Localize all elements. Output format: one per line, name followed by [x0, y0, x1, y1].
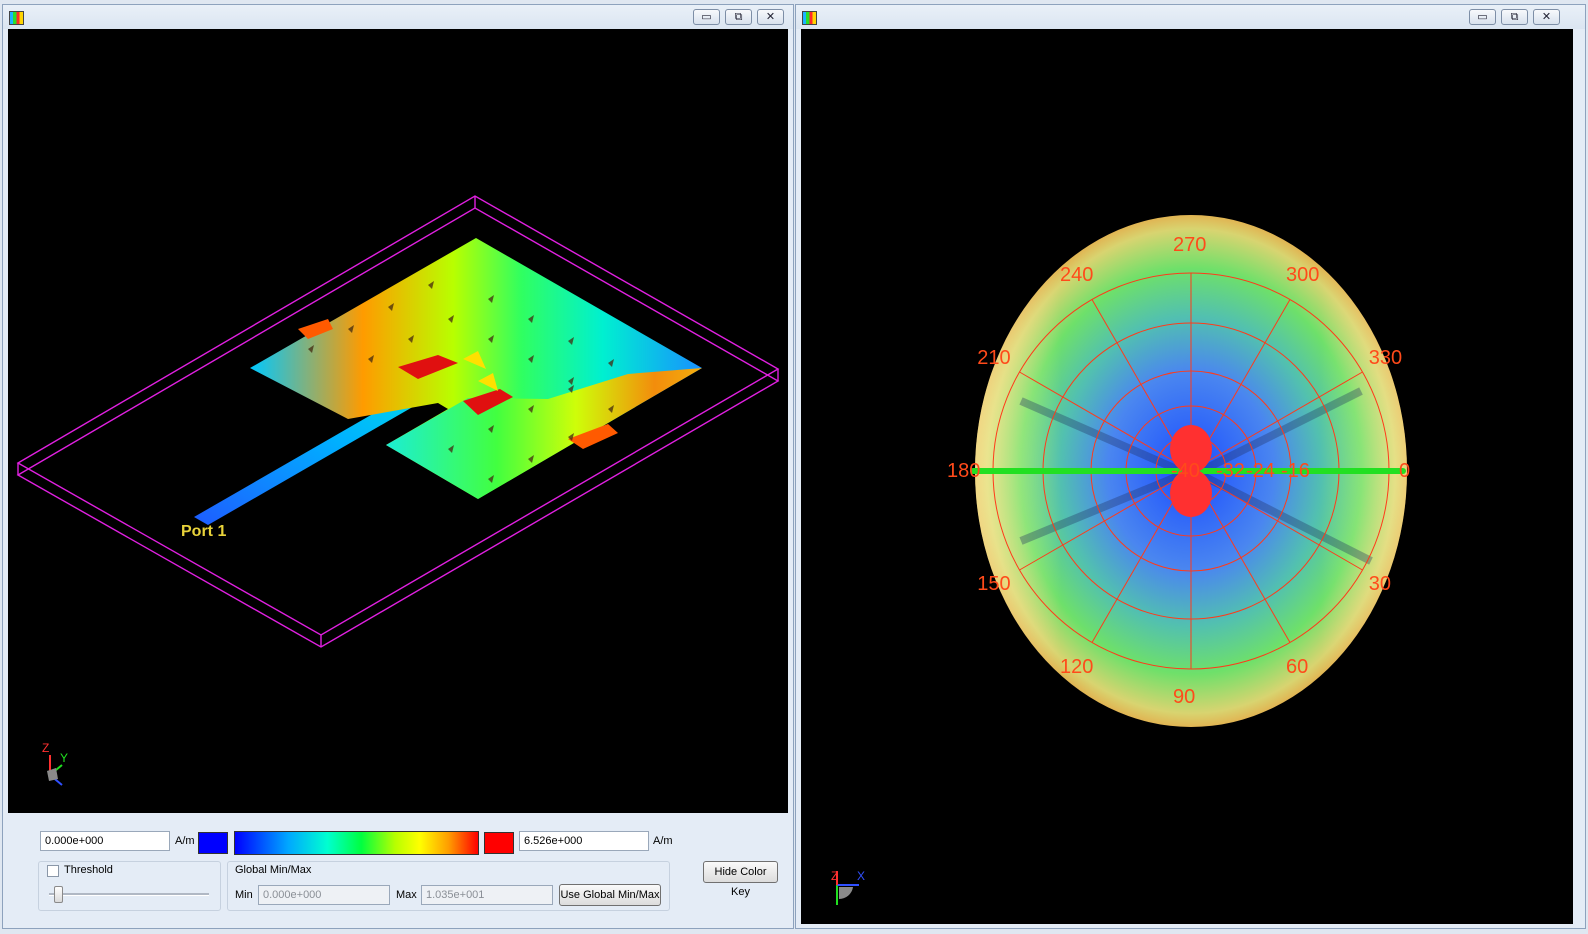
polar-angle-label: 90	[1173, 686, 1196, 708]
global-minmax-group: Global Min/Max Min 0.000e+000 Max 1.035e…	[227, 861, 670, 911]
max-unit-label: A/m	[653, 835, 673, 847]
current-distribution-window: ▭ ⧉ ✕	[2, 4, 794, 929]
color-min-field[interactable]: 0.000e+000	[40, 831, 170, 851]
global-minmax-title: Global Min/Max	[235, 864, 312, 876]
polar-angle-label: 30	[1368, 573, 1391, 595]
polar-spoke	[1190, 371, 1363, 472]
minimize-button[interactable]: ▭	[1469, 9, 1496, 25]
z-axis-label: Z	[42, 741, 50, 755]
hide-color-key-button[interactable]: Hide Color Key	[703, 861, 778, 898]
current-arrows	[308, 281, 614, 483]
threshold-checkbox[interactable]	[47, 865, 59, 877]
lobe-top	[1170, 425, 1212, 473]
global-max-field: 1.035e+001	[421, 885, 553, 905]
threshold-slider-thumb[interactable]	[54, 886, 63, 903]
radial-label: -16	[1281, 460, 1310, 482]
axis-triad: Z X	[831, 865, 871, 915]
polar-angle-label: 180	[947, 460, 981, 482]
polar-angle-label: 210	[977, 347, 1011, 369]
global-min-field: 0.000e+000	[258, 885, 390, 905]
app-icon	[802, 11, 817, 25]
polar-angle-label: 0	[1399, 460, 1411, 482]
threshold-group: Threshold	[38, 861, 221, 911]
polar-angle-label: 270	[1173, 234, 1207, 256]
polar-angle-label: 300	[1286, 264, 1320, 287]
polar-angle-label: 60	[1286, 655, 1309, 678]
radial-label: -32	[1216, 460, 1245, 482]
polar-spoke	[1190, 470, 1363, 571]
axis-triad: Z Y	[42, 741, 82, 791]
use-global-minmax-button[interactable]: Use Global Min/Max	[559, 884, 661, 906]
substrate-outline	[16, 195, 780, 648]
3d-viewport[interactable]: Port 1 Z Y	[8, 29, 788, 813]
lobe-bottom	[1170, 469, 1212, 517]
polar-angle-label: 120	[1060, 655, 1094, 678]
max-color-swatch[interactable]	[484, 832, 514, 854]
z-axis-label: Z	[831, 869, 839, 883]
min-unit-label: A/m	[175, 835, 195, 847]
axis-triad-icon	[836, 871, 859, 905]
polar-spoke	[1019, 371, 1192, 472]
3d-viewport[interactable]: 270 300 330 0 30 60 90 120 150 180 210 240 -32 -24 -16…	[801, 29, 1573, 924]
color-max-field[interactable]: 6.526e+000	[519, 831, 649, 851]
close-button[interactable]: ✕	[1533, 9, 1560, 25]
restore-button[interactable]: ⧉	[1501, 9, 1528, 25]
radial-label: -40	[1171, 460, 1200, 482]
color-key-panel: 0.000e+000 A/m 6.526e+000 A/m Threshold …	[8, 815, 788, 925]
minimize-button[interactable]: ▭	[693, 9, 720, 25]
title-bar: ▭ ⧉ ✕	[796, 5, 1585, 29]
x-axis-label: X	[857, 869, 866, 883]
current-hotspots	[298, 319, 618, 449]
threshold-slider-track[interactable]	[49, 893, 209, 896]
radial-label: -24	[1246, 460, 1275, 482]
app-icon	[9, 11, 24, 25]
axis-triad-icon	[47, 755, 63, 786]
polar-angle-label: 240	[1060, 264, 1094, 287]
restore-button[interactable]: ⧉	[725, 9, 752, 25]
polar-angle-label: 150	[977, 573, 1011, 595]
threshold-label: Threshold	[64, 864, 113, 876]
antenna-current-plot	[16, 195, 780, 648]
y-axis-label: Y	[60, 751, 69, 765]
port-label: Port 1	[181, 523, 227, 540]
title-bar: ▭ ⧉ ✕	[3, 5, 793, 29]
color-gradient-bar	[234, 831, 479, 855]
radiation-pattern-window: ▭ ⧉ ✕	[795, 4, 1586, 929]
polar-angle-label: 330	[1368, 347, 1403, 369]
far-field-pattern	[970, 215, 1407, 727]
polar-spoke	[1019, 470, 1192, 571]
global-min-label: Min	[235, 889, 253, 901]
global-max-label: Max	[396, 889, 417, 901]
min-color-swatch[interactable]	[198, 832, 228, 854]
close-button[interactable]: ✕	[757, 9, 784, 25]
